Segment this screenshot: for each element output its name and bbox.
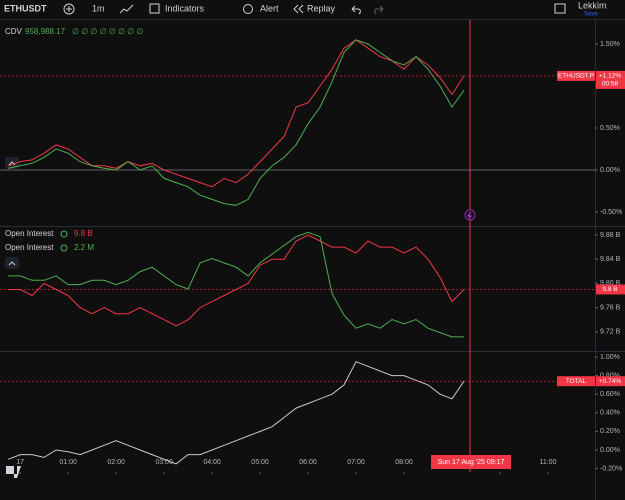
alert-icon	[243, 4, 253, 14]
y-tick-label: 9.88 B	[600, 232, 621, 239]
series-name-box	[557, 70, 595, 81]
indicator-value: 2.2 M	[74, 243, 94, 252]
x-tick-label: 07:00	[347, 459, 365, 466]
redo-button[interactable]	[374, 5, 384, 15]
x-tick-label: 03:00	[155, 459, 173, 466]
y-tick-label: 0.60%	[600, 391, 620, 398]
series-name: ETHUSDT.P	[558, 73, 594, 80]
replay-icon	[293, 4, 304, 14]
y-tick-label: 9.84 B	[600, 256, 621, 263]
add-icon	[66, 6, 72, 12]
last-value-label: +1.12%	[599, 73, 621, 80]
layout-icon[interactable]	[554, 3, 566, 14]
last-value-label: 9.8 B	[602, 286, 617, 293]
x-tick-label: 02:00	[107, 459, 125, 466]
indicator-name[interactable]: Open Interest	[5, 243, 54, 252]
x-tick-label: 01:00	[59, 459, 77, 466]
tradingview-logo	[6, 466, 21, 478]
y-tick-label: 9.72 B	[600, 329, 621, 336]
y-tick-label: 1.00%	[600, 354, 620, 361]
indicator-name[interactable]: Open Interest	[5, 229, 54, 238]
series-line	[8, 39, 465, 188]
indicator-name[interactable]: CDV	[5, 27, 23, 36]
y-tick-label: -0.50%	[600, 209, 622, 216]
series-line	[8, 231, 464, 338]
x-tick-label: 11:00	[539, 459, 556, 466]
crosshair-time: Sun 17 Aug '25 09:17	[438, 459, 505, 466]
y-tick-label: 0.00%	[600, 447, 620, 454]
undo-button[interactable]	[351, 5, 361, 15]
y-tick-label: 0.50%	[600, 125, 620, 132]
series-name: TOTAL	[566, 378, 587, 385]
interval-button[interactable]: 1m	[92, 3, 105, 13]
y-tick-label: 0.80%	[600, 372, 620, 379]
indicator-icon	[60, 230, 68, 238]
indicator-value: 9.8 B	[74, 229, 93, 238]
replay-button[interactable]: Replay	[307, 3, 336, 13]
x-tick-label: 08:00	[395, 459, 413, 466]
alert-button[interactable]: Alert	[260, 3, 279, 13]
x-tick-label: 17	[16, 459, 24, 466]
y-tick-label: 0.40%	[600, 410, 620, 417]
x-tick-label: 05:00	[251, 459, 269, 466]
y-tick-label: 9.76 B	[600, 304, 621, 311]
series-name-box	[557, 376, 595, 387]
y-tick-label: 1.50%	[600, 41, 620, 48]
collapse-button[interactable]	[5, 257, 19, 269]
countdown: 00:58	[602, 81, 619, 88]
series-line	[8, 39, 465, 206]
y-tick-label: 9.80 B	[600, 280, 621, 287]
add-symbol-button[interactable]	[63, 3, 75, 15]
indicator-extra: ∅ ∅ ∅ ∅ ∅ ∅ ∅ ∅	[72, 27, 143, 36]
y-tick-label: -0.20%	[600, 465, 622, 472]
event-glyph	[467, 211, 472, 220]
save-link[interactable]: Save	[584, 12, 598, 18]
indicators-icon	[149, 3, 160, 14]
indicator-value: 958,988.17	[25, 27, 66, 36]
chart-type-button[interactable]	[119, 4, 134, 14]
symbol-button[interactable]: ETHUSDT	[4, 3, 47, 13]
last-value-box	[596, 284, 625, 295]
indicator-icon	[60, 244, 68, 252]
x-tick-label: 06:00	[299, 459, 317, 466]
plots: 1.50% 1.00% 0.50% 0.00% -0.50% +1.12%00:58 ETH…	[0, 39, 625, 474]
last-value-label: +0.74%	[599, 378, 621, 385]
indicators-button[interactable]: Indicators	[165, 3, 205, 13]
event-icon[interactable]	[464, 209, 476, 221]
series-line	[8, 361, 465, 465]
y-tick-label: 0.00%	[600, 167, 620, 174]
crosshair-time-box	[431, 455, 511, 469]
toolbar	[0, 0, 625, 19]
collapse-icon	[8, 261, 16, 266]
last-value-box	[596, 70, 625, 89]
user-name[interactable]: Lekkim	[578, 0, 607, 10]
y-tick-label: 0.20%	[600, 428, 620, 435]
last-value-box	[596, 376, 625, 387]
x-tick-label: 04:00	[203, 459, 221, 466]
